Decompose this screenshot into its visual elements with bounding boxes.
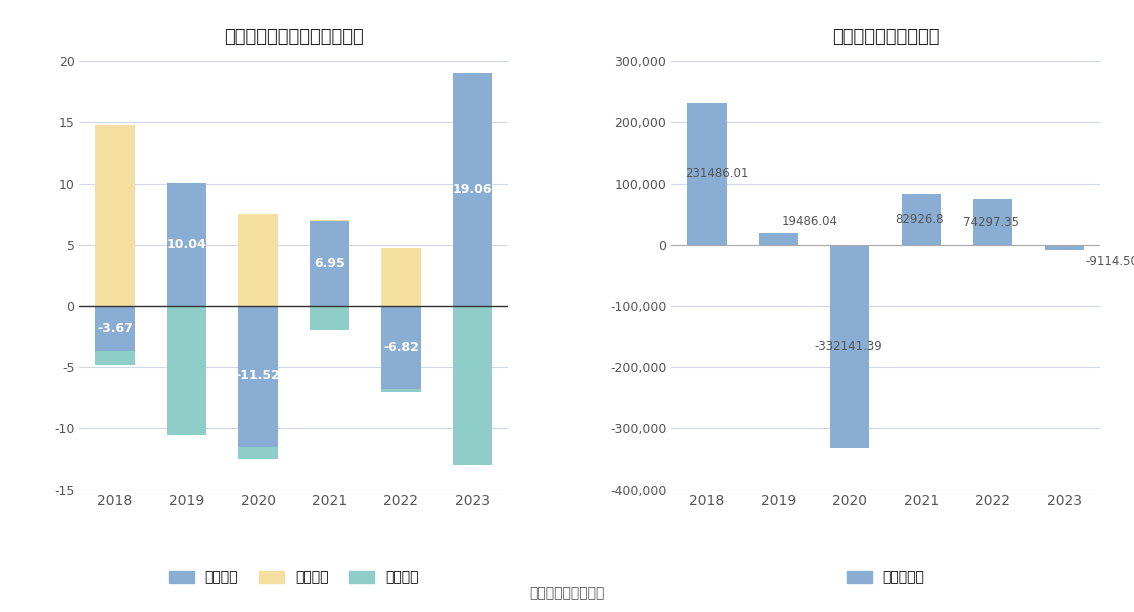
Bar [167, 306, 206, 435]
Bar [381, 248, 421, 306]
Bar [452, 306, 492, 465]
Bar [238, 306, 278, 447]
Bar [95, 125, 135, 306]
Bar [310, 220, 349, 306]
Bar [830, 245, 870, 448]
Bar [759, 233, 798, 245]
Title: 自由现金流量（万元）: 自由现金流量（万元） [832, 28, 939, 46]
Text: 231486.01: 231486.01 [685, 168, 748, 181]
Bar [452, 306, 492, 465]
Bar [902, 194, 941, 245]
Legend: 自由现金流: 自由现金流 [841, 565, 930, 590]
Text: -9114.50: -9114.50 [1085, 255, 1134, 268]
Bar [167, 183, 206, 306]
Bar [452, 73, 492, 306]
Text: 19.06: 19.06 [452, 183, 492, 196]
Bar [95, 306, 135, 351]
Bar [238, 306, 278, 459]
Text: -332141.39: -332141.39 [814, 340, 882, 353]
Bar [167, 306, 206, 435]
Bar [381, 306, 421, 389]
Text: 74297.35: 74297.35 [964, 215, 1019, 228]
Bar [687, 103, 727, 245]
Bar [310, 306, 349, 330]
Bar [1044, 245, 1084, 250]
Legend: 经营活动, 筹资活动, 投资活动: 经营活动, 筹资活动, 投资活动 [163, 565, 424, 590]
Bar [310, 221, 349, 306]
Text: 6.95: 6.95 [314, 256, 345, 270]
Text: -6.82: -6.82 [383, 341, 418, 354]
Text: -11.52: -11.52 [236, 369, 280, 382]
Bar [95, 306, 135, 365]
Bar [381, 306, 421, 392]
Text: 82926.8: 82926.8 [896, 213, 945, 226]
Text: 10.04: 10.04 [167, 238, 206, 252]
Bar [238, 214, 278, 306]
Bar [973, 200, 1013, 245]
Text: 19486.04: 19486.04 [782, 215, 838, 228]
Title: 南京医药现金流净额（亿元）: 南京医药现金流净额（亿元） [223, 28, 364, 46]
Text: -3.67: -3.67 [98, 321, 133, 335]
Text: 数据来源：恒生聚源: 数据来源：恒生聚源 [530, 586, 604, 600]
